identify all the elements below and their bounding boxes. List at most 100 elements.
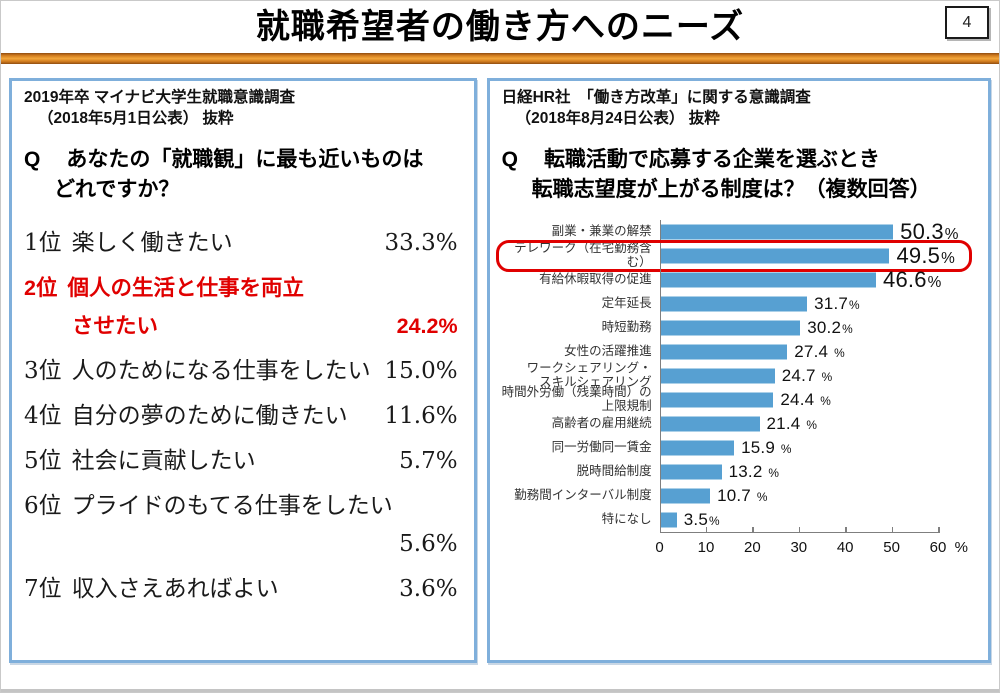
page-number: 4 — [962, 13, 972, 31]
rank-percentage: 11.6% — [384, 402, 458, 429]
rank-text: 個人の生活と仕事を両立 — [67, 275, 304, 300]
value-number: 24.7 — [781, 365, 821, 385]
bar — [660, 464, 722, 480]
slide-header: 就職希望者の働き方へのニーズ 4 — [1, 1, 999, 53]
percent-sign: % — [941, 249, 955, 267]
rank-percentage: 24.2% — [396, 313, 458, 338]
chart-rows: 副業・兼業の解禁 50.3% テレワーク（在宅勤務含む） 49.5% 有給休暇取得の促進… — [495, 219, 976, 532]
category-label: 高齢者の雇用継続 — [551, 415, 652, 430]
chart-row: 女性の活躍推進 27.4 % — [502, 339, 976, 364]
percent-sign: % — [821, 369, 833, 384]
ranking-line: 6位 プライドのもてる仕事をしたい — [24, 487, 462, 525]
bar-zone: 27.4 % — [659, 339, 938, 364]
value-number: 24.4 — [780, 389, 820, 409]
ranking-row: 6位 プライドのもてる仕事をしたい 5.6% — [24, 487, 462, 563]
value-label: 24.7 % — [782, 366, 833, 386]
category-label: 副業・兼業の解禁 — [551, 223, 652, 238]
value-label: 24.4 % — [780, 390, 831, 410]
ranking-row: 7位 収入さえあればよい 3.6% — [24, 570, 462, 608]
value-number: 13.2 — [728, 461, 768, 481]
rank-text: 収入さえあればよい — [71, 575, 279, 602]
category-label: 特になし — [601, 511, 652, 526]
chart-row: 時間外労働（残業時間）の 上限規制 24.4 % — [502, 385, 976, 412]
ranking-line: 5位 社会に貢献したい 5.7% — [24, 442, 462, 480]
tick-mark — [938, 526, 940, 533]
value-number: 27.4 — [794, 341, 834, 361]
bar-zone: 49.5% — [659, 242, 955, 268]
title-divider-rule — [1, 53, 999, 64]
percent-sign: % — [849, 297, 860, 312]
bar — [660, 512, 677, 528]
percent-sign: % — [768, 465, 780, 480]
ranking-row: 1位 楽しく働きたい 33.3% — [24, 224, 462, 262]
tick-label: 50 — [883, 538, 900, 556]
value-number: 49.5 — [896, 242, 941, 268]
right-question-line1: Q 転職活動で応募する企業を選ぶとき — [502, 145, 976, 175]
tick-mark — [705, 526, 708, 533]
bar — [660, 296, 808, 312]
left-question-line1: Q あなたの「就職観」に最も近いものは — [24, 145, 462, 175]
bar — [660, 344, 788, 360]
left-source-line1: 2019年卒 マイナビ大学生就職意識調査 — [24, 89, 295, 106]
left-question-line2: どれですか？ — [54, 178, 180, 202]
category-label: 脱時間給制度 — [576, 463, 652, 478]
tick-label: 20 — [744, 538, 761, 556]
bar — [660, 320, 801, 336]
page-number-box: 4 — [945, 6, 989, 39]
tick-mark — [891, 526, 894, 533]
percent-sign: % — [944, 225, 959, 243]
rank-number: 1位 — [24, 229, 62, 256]
ranking-row: 3位 人のためになる仕事をしたい 15.0% — [24, 352, 462, 390]
bar — [660, 440, 735, 456]
chart-row: 特になし 3.5% — [502, 507, 976, 532]
rank-number: 4位 — [24, 402, 62, 429]
percent-sign: % — [834, 345, 845, 360]
rank-percentage: 15.0% — [384, 357, 458, 384]
tick-label: 40 — [836, 538, 854, 556]
rank-number: 6位 — [24, 492, 62, 519]
percent-sign: % — [709, 513, 720, 528]
bar-zone: 24.7 % — [659, 363, 938, 388]
ranking-row: 4位 自分の夢のために働きたい 11.6% — [24, 397, 462, 435]
value-number: 50.3 — [900, 218, 944, 244]
bar — [660, 272, 877, 288]
right-question: Q 転職活動で応募する企業を選ぶとき 転職志望度が上がる制度は？（複数回答） — [502, 145, 976, 206]
percent-sign: % — [820, 393, 831, 408]
right-question-line2: 転職志望度が上がる制度は？（複数回答） — [531, 178, 931, 202]
rank-text: 人のためになる仕事をしたい — [71, 357, 371, 384]
bar-zone: 15.9 % — [659, 435, 938, 460]
rank-text: 自分の夢のために働きたい — [71, 402, 348, 429]
tick-mark — [752, 526, 754, 533]
left-question: Q あなたの「就職観」に最も近いものは どれですか？ — [24, 145, 462, 206]
bar — [660, 392, 774, 408]
nikkei-survey-panel: 日経HR社 「働き方改革」に関する意識調査 （2018年8月24日公表） 抜粋 … — [486, 78, 991, 663]
value-number: 30.2 — [807, 317, 842, 337]
ranking-line: 2位 個人の生活と仕事を両立 — [24, 269, 462, 307]
tick-label: 0 — [655, 538, 664, 556]
bar-zone: 21.4 % — [659, 411, 938, 436]
value-number: 31.7 — [814, 293, 849, 313]
value-number: 10.7 — [717, 485, 756, 505]
bar-zone: 50.3% — [659, 219, 958, 244]
bar-zone: 31.7% — [659, 291, 938, 316]
question-prefix: Q — [24, 147, 41, 171]
page-title: 就職希望者の働き方へのニーズ — [255, 8, 745, 46]
value-label: 46.6% — [883, 267, 942, 293]
right-source: 日経HR社 「働き方改革」に関する意識調査 （2018年8月24日公表） 抜粋 — [502, 88, 976, 130]
rank-text: させたい — [72, 313, 159, 338]
ranking-line: 4位 自分の夢のために働きたい 11.6% — [24, 397, 462, 435]
ranking-line: 3位 人のためになる仕事をしたい 15.0% — [24, 352, 462, 390]
category-label: 女性の活躍推進 — [564, 343, 652, 358]
value-label: 27.4 % — [794, 342, 845, 362]
value-label: 10.7 % — [717, 486, 768, 506]
bar — [660, 416, 760, 432]
rank-number: 3位 — [24, 357, 62, 384]
category-label: テレワーク（在宅勤務含む） — [514, 241, 652, 269]
percent-sign: % — [756, 489, 768, 504]
bar-zone: 24.4 % — [659, 387, 938, 412]
rank-text: 楽しく働きたい — [71, 229, 233, 256]
ranking-line: 7位 収入さえあればよい 3.6% — [24, 570, 462, 608]
ranking-line: 1位 楽しく働きたい 33.3% — [24, 224, 462, 262]
ranking-row: 2位 個人の生活と仕事を両立させたい 24.2% — [24, 269, 462, 345]
